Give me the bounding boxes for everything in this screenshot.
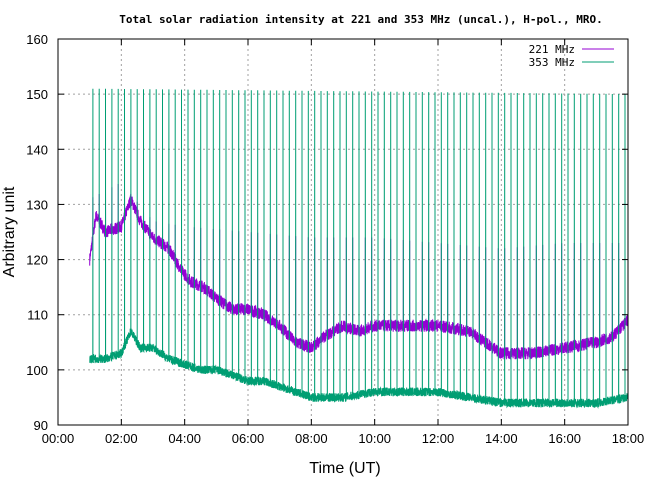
y-tick-label: 100 [26,363,48,378]
y-tick-label: 150 [26,87,48,102]
x-tick-label: 00:00 [42,431,75,446]
y-tick-label: 140 [26,142,48,157]
grid [58,39,628,425]
x-axis-label: Time (UT) [309,460,380,477]
x-tick-label: 04:00 [168,431,201,446]
x-tick-label: 02:00 [105,431,138,446]
y-tick-label: 110 [27,308,48,323]
legend-label: 221 MHz [529,43,575,56]
y-tick-label: 90 [34,418,48,433]
y-axis-label: Arbitrary unit [1,186,18,277]
chart-title: Total solar radiation intensity at 221 a… [119,13,602,26]
plot-frame [57,38,629,426]
y-tick-label: 130 [26,197,48,212]
series-layer [89,88,629,409]
x-tick-label: 12:00 [422,431,455,446]
y-tick-label: 120 [26,253,48,268]
series-line-1 [89,88,629,409]
x-tick-label: 18:00 [612,431,645,446]
x-tick-label: 10:00 [358,431,391,446]
x-tick-label: 06:00 [232,431,265,446]
x-tick-label: 16:00 [548,431,581,446]
legend-label: 353 MHz [529,56,575,69]
y-tick-label: 160 [26,32,48,47]
ticks: 90 100 110 120 130 140 150 160 00:00 02:00 04:00 06… [26,32,644,446]
x-tick-label: 14:00 [485,431,518,446]
x-tick-label: 08:00 [295,431,328,446]
